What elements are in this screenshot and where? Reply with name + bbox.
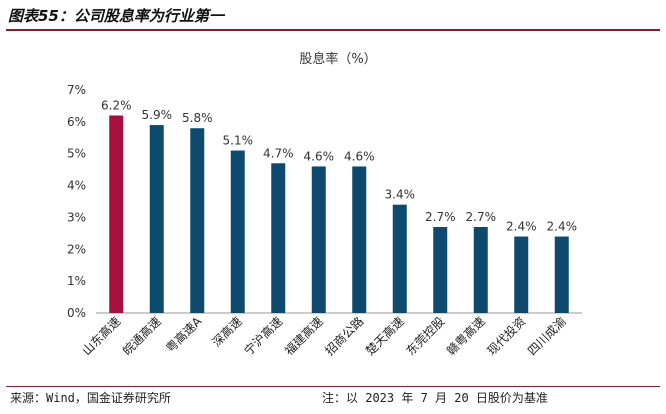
category-label: 深高速 (209, 314, 245, 350)
date-note: 注：以 2023 年 7 月 20 日股价为基准 (322, 391, 548, 405)
y-tick-label: 5% (67, 147, 86, 161)
bar (473, 226, 488, 313)
category-label: 山东高速 (79, 314, 124, 359)
data-label: 4.7% (263, 146, 294, 160)
category-label: 东莞控股 (404, 314, 448, 358)
bar-chart: 股息率（%） 0% 1% 2% 3% 4% 5% 6% 7% 6.2% 5.9% 5.8% 5.1%… (67, 51, 582, 358)
bar (392, 204, 407, 313)
y-axis: 0% 1% 2% 3% 4% 5% 6% 7% (67, 83, 582, 320)
bar (514, 236, 529, 313)
data-label: 2.4% (547, 220, 578, 234)
y-tick-label: 0% (67, 306, 86, 320)
y-tick-label: 2% (67, 242, 86, 256)
bar (311, 166, 326, 313)
data-label: 6.2% (101, 98, 132, 112)
data-label: 5.1% (223, 134, 254, 148)
bar (109, 115, 124, 313)
bar (352, 166, 367, 313)
bar (433, 226, 448, 313)
y-tick-label: 4% (67, 179, 86, 193)
data-label: 2.4% (506, 220, 537, 234)
category-label: 福建高速 (281, 314, 326, 359)
bars: 6.2% 5.9% 5.8% 5.1% 4.7% 4.6% 4.6% 3.4% 2.7% 2.7%… (101, 98, 578, 314)
source-note: 来源：Wind，国金证券研究所 (10, 391, 171, 405)
category-label: 四川成渝 (524, 314, 569, 359)
bar (149, 125, 164, 314)
category-label: 粤高速A (162, 313, 204, 355)
bar (230, 150, 245, 313)
data-label: 2.7% (425, 210, 456, 224)
y-tick-label: 1% (67, 274, 86, 288)
data-label: 4.6% (344, 149, 375, 163)
data-label: 5.8% (182, 111, 213, 125)
y-tick-label: 7% (67, 83, 86, 97)
y-tick-label: 3% (67, 210, 86, 224)
y-tick-label: 6% (67, 115, 86, 129)
category-label: 楚天高速 (362, 314, 407, 359)
category-label: 招商公路 (322, 314, 367, 359)
data-label: 3.4% (385, 188, 416, 202)
data-label: 4.6% (304, 149, 335, 163)
data-label: 2.7% (466, 210, 497, 224)
bar (554, 236, 569, 313)
category-label: 宁沪高速 (241, 314, 286, 359)
bar (190, 128, 205, 313)
category-label: 皖通高速 (119, 314, 164, 359)
figure-title: 图表55：公司股息率为行业第一 (8, 7, 224, 25)
chart-title: 股息率（%） (299, 51, 376, 67)
data-label: 5.9% (142, 108, 173, 122)
category-label: 现代投资 (484, 314, 529, 359)
category-label: 赣粤高速 (443, 314, 488, 359)
footer-divider (6, 386, 660, 387)
title-divider (6, 29, 660, 31)
bar (271, 163, 286, 313)
